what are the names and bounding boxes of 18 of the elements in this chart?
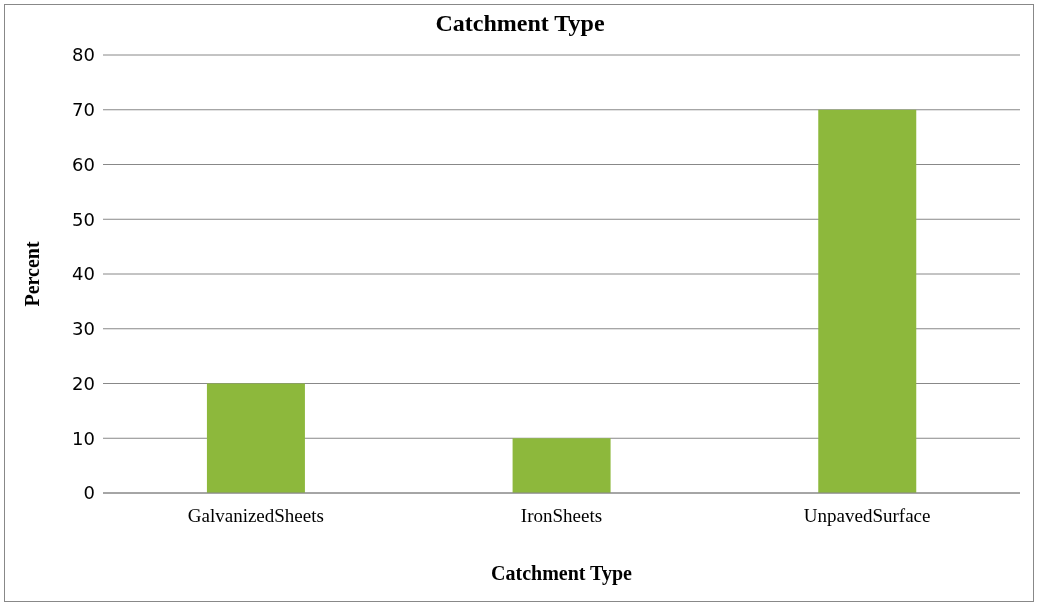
y-tick-label: 40 bbox=[72, 263, 95, 285]
y-tick-label: 20 bbox=[72, 372, 95, 394]
bar bbox=[512, 438, 611, 493]
y-tick-label: 70 bbox=[72, 99, 95, 121]
x-tick-label: GalvanizedSheets bbox=[187, 505, 324, 527]
y-tick-label: 60 bbox=[72, 153, 95, 175]
y-axis-title: Percent bbox=[21, 241, 44, 307]
x-tick-label: IronSheets bbox=[520, 505, 603, 527]
y-tick-label: 0 bbox=[83, 482, 95, 504]
y-tick-label: 30 bbox=[72, 318, 95, 340]
x-tick-label: UnpavedSurface bbox=[803, 505, 931, 527]
bar bbox=[818, 109, 917, 493]
y-tick-label: 50 bbox=[72, 208, 95, 230]
x-axis-title: Catchment Type bbox=[491, 562, 633, 585]
chart-title: Catchment Type bbox=[434, 10, 606, 37]
bar bbox=[206, 383, 305, 493]
y-tick-label: 10 bbox=[72, 427, 95, 449]
y-tick-label: 80 bbox=[72, 44, 95, 66]
